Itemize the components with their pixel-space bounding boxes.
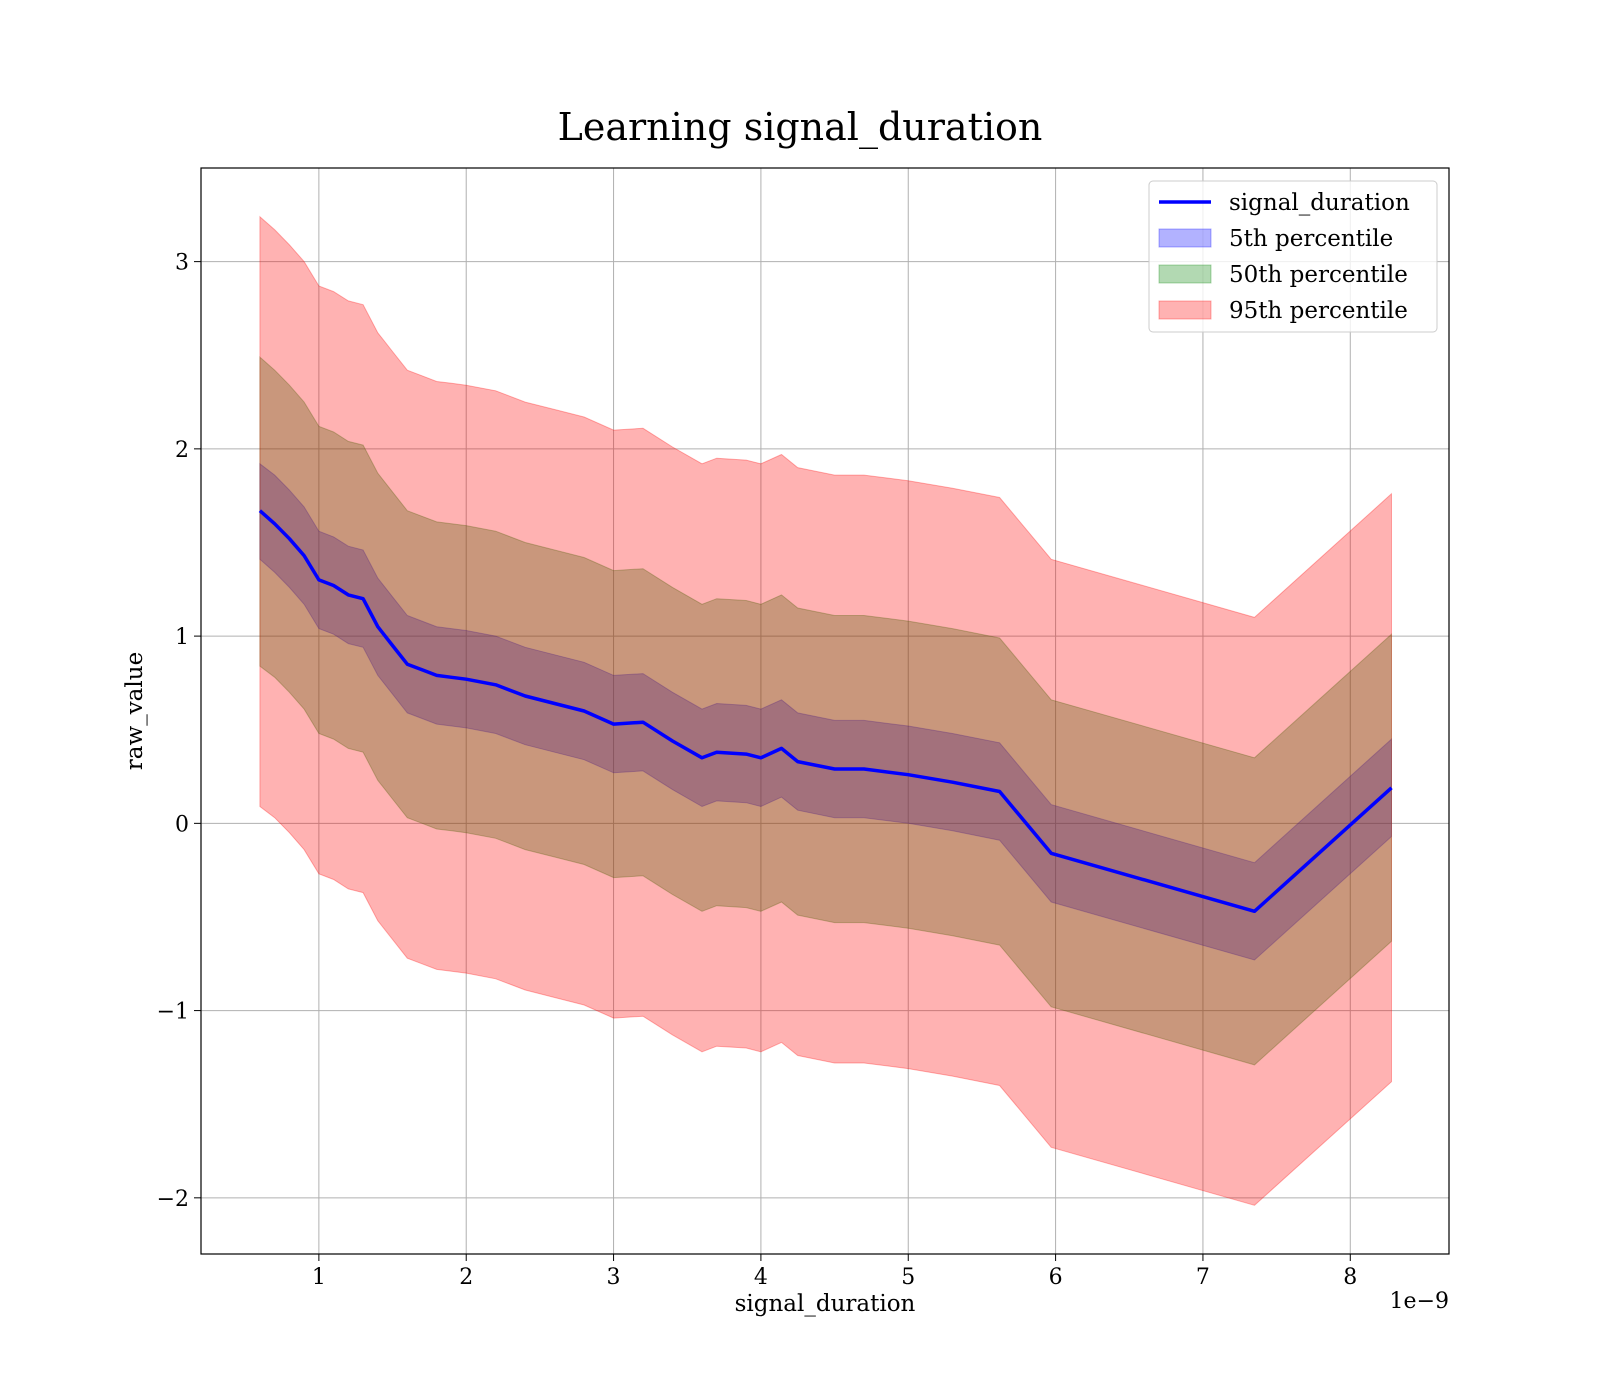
legend-label-line: signal_duration — [1229, 190, 1410, 216]
band-5th-percentile — [259, 462, 1392, 961]
legend-label-5th: 5th percentile — [1229, 226, 1393, 252]
percentile-bands — [259, 215, 1392, 1206]
grid — [201, 168, 1449, 1254]
legend-label-50th: 50th percentile — [1229, 262, 1408, 288]
legend-swatch-95th — [1158, 300, 1212, 320]
legend: signal_duration 5th percentile 50th perc… — [1148, 180, 1438, 333]
x-tick-label: 4 — [754, 1265, 768, 1290]
y-tick-label: 2 — [175, 438, 189, 463]
x-tick-label: 8 — [1343, 1265, 1357, 1290]
axis-ticks: 1 2 3 4 5 6 7 8 −2 −1 0 1 2 3 — [157, 251, 1358, 1290]
x-axis-label: signal_duration — [735, 1291, 916, 1317]
legend-swatch-50th — [1158, 264, 1212, 284]
x-tick-label: 7 — [1196, 1265, 1210, 1290]
y-tick-label: 3 — [175, 251, 189, 276]
x-tick-label: 1 — [312, 1265, 326, 1290]
legend-label-95th: 95th percentile — [1229, 298, 1408, 324]
x-tick-label: 5 — [901, 1265, 915, 1290]
x-tick-label: 2 — [459, 1265, 473, 1290]
band-95th-percentile — [259, 215, 1392, 1206]
band-50th-percentile — [259, 355, 1392, 1066]
chart-title: Learning signal_duration — [558, 105, 1043, 150]
legend-box — [1148, 180, 1438, 333]
y-axis-label: raw_value — [122, 652, 148, 770]
y-tick-label: 0 — [175, 812, 189, 837]
x-axis-scale-label: 1e−9 — [1390, 1289, 1449, 1314]
x-tick-label: 6 — [1049, 1265, 1063, 1290]
series-line-signal-duration — [258, 509, 1393, 914]
x-tick-label: 3 — [607, 1265, 621, 1290]
y-tick-label: −2 — [157, 1187, 189, 1212]
line-series — [258, 509, 1393, 914]
y-tick-label: 1 — [175, 625, 189, 650]
plot-frame — [200, 167, 1450, 1255]
y-tick-label: −1 — [157, 1000, 189, 1025]
legend-swatch-5th — [1158, 228, 1212, 248]
